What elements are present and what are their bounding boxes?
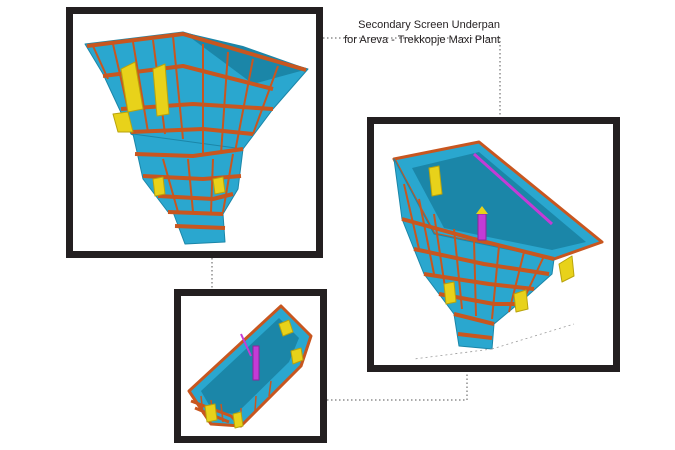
top-perspective-view-frame (367, 117, 620, 372)
drawing-caption: Secondary Screen Underpan for Areva - Tr… (340, 18, 500, 48)
underpan-open-top-drawing (187, 304, 313, 429)
caption-leader-line (323, 37, 501, 117)
caption-title: Secondary Screen Underpan (358, 19, 500, 31)
open-top-view-frame (174, 289, 327, 443)
underpan-top-perspective-drawing (392, 140, 604, 360)
side-elevation-view-frame (66, 7, 323, 258)
underpan-side-elevation-drawing (84, 31, 309, 245)
caption-subtitle: for Areva - Trekkopje Maxi Plant (344, 34, 500, 46)
view3-to-view2-leader (327, 372, 468, 401)
